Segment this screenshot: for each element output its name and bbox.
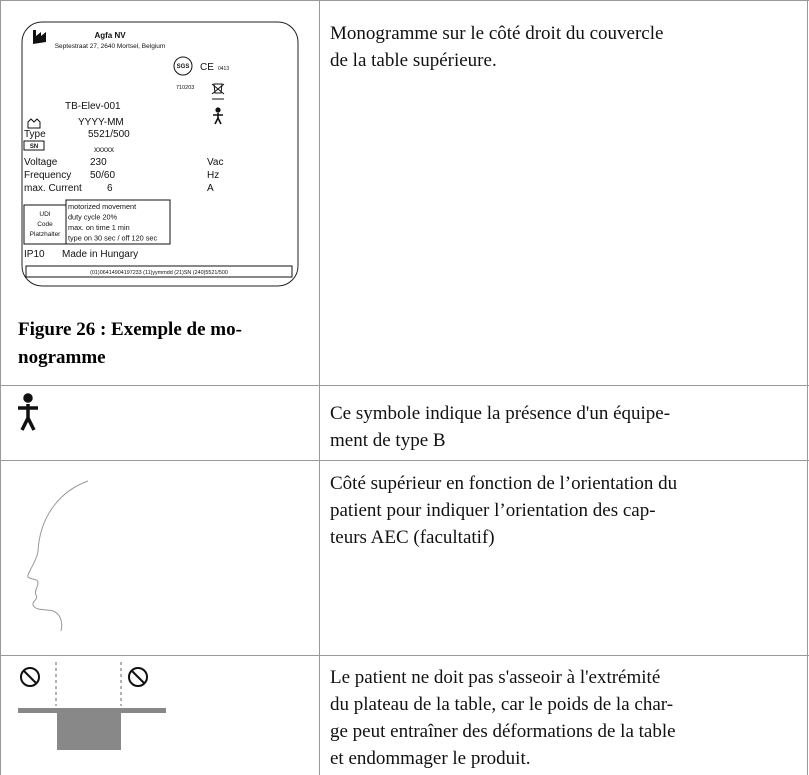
- duty-group: motorized movement duty cycle 20%max. on …: [68, 202, 157, 243]
- voltage-value: 230: [90, 157, 107, 168]
- duty-box: [65, 199, 171, 245]
- sn-value: xxxxx: [94, 145, 114, 154]
- type-b-symbol: [18, 393, 38, 431]
- row-text: Monogramme sur le côté droit du couvercl…: [330, 20, 663, 74]
- ce: CE: [200, 62, 214, 73]
- sgs-icon: [173, 56, 193, 76]
- label-line: UDI: [39, 211, 50, 218]
- voltage-label: Voltage: [24, 157, 58, 168]
- date-icon: [27, 118, 41, 129]
- manufacturer-icon: [33, 30, 46, 44]
- company: Agfa NV: [94, 31, 126, 40]
- sn-label: SN: [30, 144, 38, 150]
- ip: IP10: [24, 249, 45, 260]
- frequency-unit: Hz: [207, 170, 219, 181]
- border: [0, 460, 809, 461]
- label-line: max. on time 1 min: [68, 223, 130, 232]
- voltage-unit: Vac: [207, 157, 224, 168]
- text-line: du plateau de la table, car le poids de …: [330, 694, 674, 715]
- text-line: ge peut entraîner des déformations de la…: [330, 721, 676, 742]
- border: [0, 385, 809, 386]
- current-value: 6: [107, 183, 113, 194]
- text-line: teurs AEC (facultatif): [330, 527, 495, 548]
- sitting-warning: [18, 662, 166, 750]
- code: 710203: [176, 85, 194, 91]
- face-profile: [27, 480, 89, 632]
- text-line: de la table supérieure.: [330, 50, 497, 71]
- text-line: et endommager le produit.: [330, 748, 531, 769]
- border: [807, 0, 808, 775]
- type-value: 5521/500: [88, 129, 130, 140]
- text-line: patient pour indiquer l’orientation des …: [330, 500, 656, 521]
- text-line: Monogramme sur le côté droit du couvercl…: [330, 23, 664, 44]
- row-text: Ce symbole indique la présence d'un équi…: [330, 400, 670, 454]
- origin: Made in Hungary: [62, 249, 138, 260]
- model: TB-Elev-001: [65, 101, 121, 112]
- border: [0, 655, 809, 656]
- border: [319, 0, 320, 775]
- sgs: SGS: [177, 64, 190, 70]
- frequency-label: Frequency: [24, 170, 71, 181]
- monogram-label: Agfa NV Septestraat 27, 2640 Mortsel, Be…: [21, 21, 299, 287]
- label-line: duty cycle 20%: [68, 213, 118, 222]
- current-label: max. Current: [24, 183, 82, 194]
- label-line: Code: [37, 221, 53, 228]
- barcode: (01)06414904197233 (11)yymmdd (21)SN (24…: [90, 270, 228, 276]
- caption: Figure 26 : Exemple de mo-nogramme: [18, 316, 242, 372]
- date: YYYY-MM: [78, 117, 124, 128]
- text-line: Figure 26 : Exemple de mo-: [18, 319, 242, 340]
- sn-box: [23, 140, 45, 151]
- border: [0, 0, 809, 1]
- border: [0, 0, 1, 775]
- current-unit: A: [207, 183, 214, 194]
- row-text: Côté supérieur en fonction de l’orientat…: [330, 470, 677, 551]
- text-line: nogramme: [18, 347, 106, 368]
- weee-icon: [211, 83, 225, 100]
- label-outline: [21, 21, 299, 287]
- label-line: Platzhalter: [30, 231, 62, 238]
- type-b-icon: [213, 107, 223, 125]
- row-text: Le patient ne doit pas s'asseoir à l'ext…: [330, 664, 676, 772]
- barcode-box: [25, 265, 293, 278]
- text-line: ment de type B: [330, 430, 446, 451]
- label-line: motorized movement: [68, 202, 136, 211]
- label-line: type on 30 sec / off 120 sec: [68, 234, 157, 243]
- text-line: Le patient ne doit pas s'asseoir à l'ext…: [330, 667, 661, 688]
- text-line: Côté supérieur en fonction de l’orientat…: [330, 473, 678, 494]
- notified-body: 0413: [218, 66, 229, 72]
- address: Septestraat 27, 2640 Mortsel, Belgium: [55, 43, 166, 50]
- frequency-value: 50/60: [90, 170, 115, 181]
- text-line: Ce symbole indique la présence d'un équi…: [330, 403, 671, 424]
- type-label: Type: [24, 129, 46, 140]
- udi-group: UDI Code Platzhalter: [30, 211, 62, 238]
